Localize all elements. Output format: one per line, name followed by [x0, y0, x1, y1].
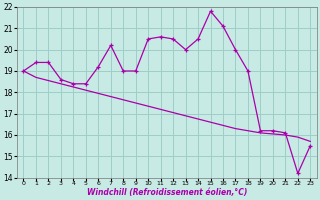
- X-axis label: Windchill (Refroidissement éolien,°C): Windchill (Refroidissement éolien,°C): [87, 188, 247, 197]
